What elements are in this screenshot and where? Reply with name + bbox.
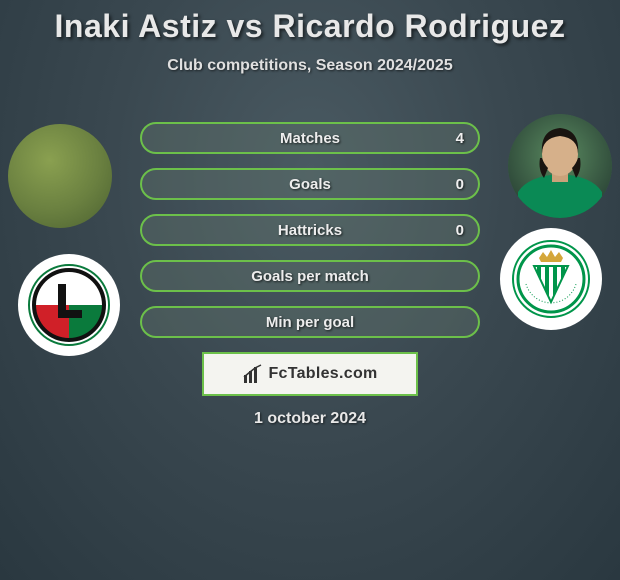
subtitle: Club competitions, Season 2024/2025	[0, 57, 620, 75]
player-right-avatar	[508, 114, 612, 218]
player-left-avatar	[8, 124, 112, 228]
stat-row-hattricks: Hattricks 0	[140, 214, 480, 246]
stat-row-min-per-goal: Min per goal	[140, 306, 480, 338]
stats-list: Matches 4 Goals 0 Hattricks 0 Goals per …	[140, 122, 480, 352]
stat-label: Min per goal	[266, 314, 354, 331]
club-left-badge	[18, 254, 120, 356]
brand-box: FcTables.com	[202, 352, 418, 396]
stat-label: Goals	[289, 176, 331, 193]
stat-row-matches: Matches 4	[140, 122, 480, 154]
stat-label: Goals per match	[251, 268, 369, 285]
stat-label: Hattricks	[278, 222, 342, 239]
chart-icon	[242, 363, 264, 385]
stat-row-goals-per-match: Goals per match	[140, 260, 480, 292]
stat-label: Matches	[280, 130, 340, 147]
date-label: 1 october 2024	[0, 410, 620, 428]
stat-value: 4	[456, 130, 464, 147]
club-right-badge	[500, 228, 602, 330]
brand-text: FcTables.com	[268, 365, 377, 383]
stat-value: 0	[456, 176, 464, 193]
stat-row-goals: Goals 0	[140, 168, 480, 200]
stat-value: 0	[456, 222, 464, 239]
page-title: Inaki Astiz vs Ricardo Rodriguez	[0, 0, 620, 45]
comparison-card: Inaki Astiz vs Ricardo Rodriguez Club co…	[0, 0, 620, 580]
